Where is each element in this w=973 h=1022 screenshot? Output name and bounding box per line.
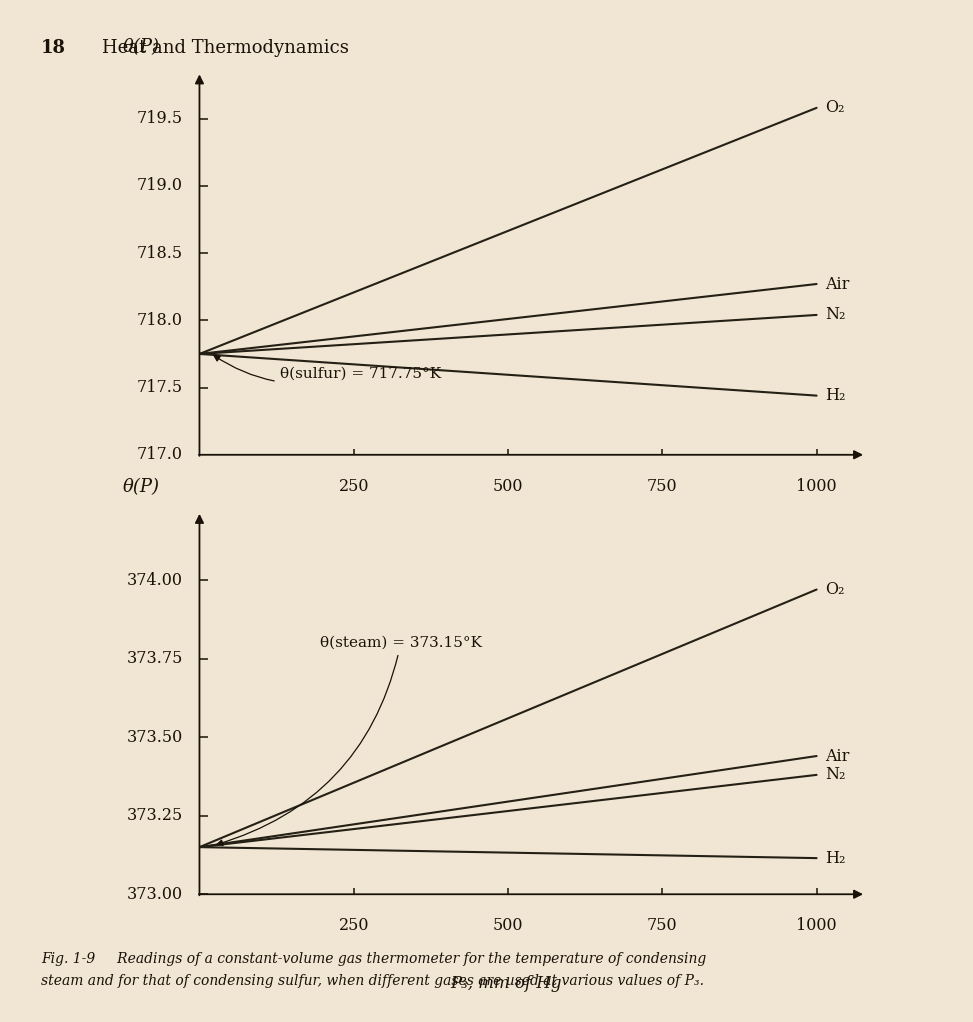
Text: H₂: H₂ <box>825 387 846 404</box>
Text: 719.0: 719.0 <box>137 178 183 194</box>
Text: 750: 750 <box>647 478 677 495</box>
Text: 500: 500 <box>492 917 523 934</box>
Text: 718.0: 718.0 <box>137 312 183 329</box>
Text: θ(sulfur) = 717.75°K: θ(sulfur) = 717.75°K <box>214 356 441 381</box>
Text: 719.5: 719.5 <box>136 110 183 127</box>
Text: 718.5: 718.5 <box>136 244 183 262</box>
Text: N₂: N₂ <box>825 307 846 323</box>
Text: Air: Air <box>825 276 849 292</box>
Text: H₂: H₂ <box>825 849 846 867</box>
Text: Fig. 1-9     Readings of a constant-volume gas thermometer for the temperature o: Fig. 1-9 Readings of a constant-volume g… <box>41 951 706 966</box>
Text: θ(steam) = 373.15°K: θ(steam) = 373.15°K <box>217 636 482 845</box>
Text: 1000: 1000 <box>796 478 837 495</box>
Text: θ(P): θ(P) <box>123 38 160 56</box>
Text: 373.25: 373.25 <box>126 807 183 824</box>
Text: 500: 500 <box>492 478 523 495</box>
Text: 373.75: 373.75 <box>126 650 183 667</box>
Text: O₂: O₂ <box>825 99 845 117</box>
Text: steam and for that of condensing sulfur, when different gases are used at variou: steam and for that of condensing sulfur,… <box>41 974 703 988</box>
Text: θ(P): θ(P) <box>123 477 160 496</box>
Text: N₂: N₂ <box>825 766 846 784</box>
Text: 373.50: 373.50 <box>126 729 183 746</box>
Text: 1000: 1000 <box>796 917 837 934</box>
Text: 250: 250 <box>339 478 369 495</box>
Text: P₃, mm of Hg: P₃, mm of Hg <box>450 536 561 552</box>
Text: 717.5: 717.5 <box>136 379 183 397</box>
Text: 374.00: 374.00 <box>126 571 183 589</box>
Text: Heat and Thermodynamics: Heat and Thermodynamics <box>102 39 349 57</box>
Text: Air: Air <box>825 747 849 764</box>
Text: 373.00: 373.00 <box>126 886 183 902</box>
Text: 250: 250 <box>339 917 369 934</box>
Text: O₂: O₂ <box>825 582 845 598</box>
Text: 717.0: 717.0 <box>137 447 183 463</box>
Text: 750: 750 <box>647 917 677 934</box>
Text: P₃, mm of Hg: P₃, mm of Hg <box>450 975 561 991</box>
Text: 18: 18 <box>41 39 66 57</box>
